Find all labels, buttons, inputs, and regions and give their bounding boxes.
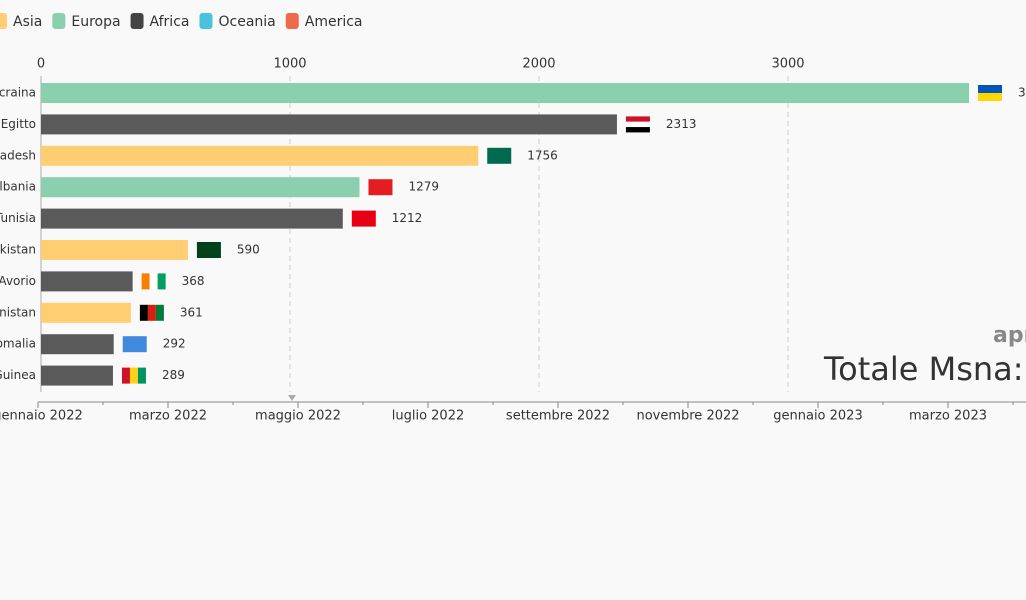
value-label: 1279: [408, 180, 439, 194]
flag: [351, 210, 376, 227]
bar: [41, 271, 133, 292]
legend-label: America: [305, 14, 363, 30]
bar: [41, 114, 617, 135]
bar: [41, 177, 360, 198]
flag: [625, 116, 650, 122]
legend-swatch: [285, 13, 299, 29]
timeline-label: marzo 2022: [129, 409, 207, 424]
legend-swatch: [0, 13, 7, 29]
legend-swatch: [199, 13, 213, 29]
x-tick-label: 0: [37, 57, 45, 72]
flag: [487, 147, 512, 164]
value-label: 361: [180, 305, 203, 319]
flag: [129, 367, 138, 384]
y-tick-label: Afghanistan: [0, 305, 36, 319]
bar: [41, 302, 131, 323]
y-tick-label: Ucraina: [0, 86, 36, 100]
x-tick-label: 1000: [273, 57, 306, 72]
timeline-label: luglio 2022: [392, 409, 465, 424]
flag: [155, 304, 164, 321]
y-tick-label: Albania: [0, 180, 36, 194]
y-tick-label: Pakistan: [0, 243, 36, 257]
flag: [149, 273, 158, 290]
bar: [41, 334, 114, 355]
timeline-label: settembre 2022: [506, 409, 610, 424]
value-label: 1756: [527, 148, 558, 162]
timeline-label: marzo 2023: [909, 409, 987, 424]
bar: [41, 145, 479, 166]
legend-label: Asia: [13, 14, 42, 30]
value-label: 590: [237, 243, 260, 257]
y-tick-label: Egitto: [1, 117, 36, 131]
flag: [139, 304, 148, 321]
legend-label: Europa: [71, 14, 120, 30]
y-tick-label: Bangladesh: [0, 148, 36, 162]
y-tick-label: Tunisia: [0, 211, 36, 225]
legend-label: Oceania: [218, 14, 275, 30]
total-label: Totale Msna: 1: [823, 350, 1026, 388]
bar: [41, 208, 343, 229]
x-tick-label: 2000: [522, 57, 555, 72]
flag: [978, 93, 1003, 101]
y-tick-label: Guinea: [0, 368, 36, 382]
legend-swatch: [130, 13, 144, 29]
y-tick-label: Costa d'Avorio: [0, 274, 36, 288]
flag: [625, 127, 650, 133]
legend-swatch: [52, 13, 66, 29]
timeline-marker: [288, 395, 296, 401]
flag: [157, 273, 166, 290]
flag: [147, 304, 156, 321]
date-label: apri: [993, 323, 1026, 348]
timeline-label: gennaio 2023: [773, 409, 862, 424]
value-label: 1212: [392, 211, 423, 225]
bar: [41, 365, 113, 386]
flag: [625, 121, 650, 128]
value-label: 3727: [1018, 86, 1026, 100]
flag: [141, 273, 150, 290]
value-label: 368: [182, 274, 205, 288]
bar: [41, 240, 188, 260]
flag: [368, 179, 393, 196]
timeline-label: maggio 2022: [255, 409, 341, 424]
timeline-label: novembre 2022: [636, 409, 739, 424]
flag: [121, 367, 130, 384]
bar: [41, 83, 970, 103]
x-tick-label: 3000: [771, 57, 804, 72]
y-tick-label: Somalia: [0, 337, 36, 351]
timeline-label: gennaio 2022: [0, 409, 83, 424]
value-label: 2313: [666, 117, 697, 131]
flag: [978, 85, 1003, 93]
value-label: 292: [163, 337, 186, 351]
legend-label: Africa: [150, 14, 190, 30]
flag: [196, 242, 221, 258]
value-label: 289: [162, 368, 185, 382]
flag: [137, 367, 146, 384]
flag: [122, 336, 147, 353]
